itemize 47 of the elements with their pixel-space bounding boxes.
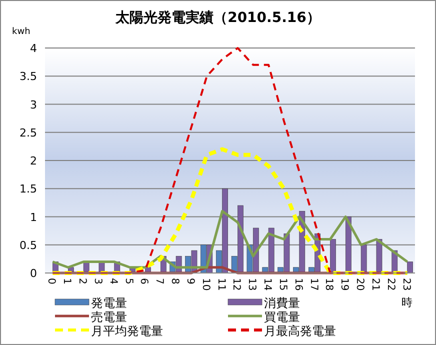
y-tick-label: 1.5 bbox=[20, 182, 37, 196]
x-tick-label: 20 bbox=[354, 278, 366, 291]
bar bbox=[360, 244, 367, 274]
legend-label: 月最高発電量 bbox=[264, 324, 336, 338]
y-tick-label: 0.5 bbox=[20, 238, 37, 252]
line-series bbox=[51, 210, 409, 269]
x-tick-label: 3 bbox=[92, 278, 103, 284]
x-tick-label: 13 bbox=[246, 278, 258, 291]
chart-title: 太陽光発電実績（2010.5.16） bbox=[114, 9, 320, 26]
x-tick-label: 17 bbox=[308, 278, 319, 291]
x-tick-label: 15 bbox=[276, 278, 288, 291]
y-tick-label: 1 bbox=[30, 210, 37, 224]
x-tick-label: 10 bbox=[200, 278, 211, 291]
legend-label: 売電量 bbox=[91, 310, 127, 324]
y-tick-label: 3 bbox=[30, 98, 37, 112]
x-tick-label: 18 bbox=[323, 278, 334, 291]
legend-label: 発電量 bbox=[91, 296, 127, 310]
y-tick-label: 2 bbox=[30, 154, 37, 168]
x-tick-label: 4 bbox=[107, 278, 118, 284]
bar bbox=[330, 239, 336, 274]
x-tick-label: 16 bbox=[292, 278, 304, 291]
x-tick-label: 14 bbox=[262, 278, 273, 291]
x-tick-label: 21 bbox=[369, 278, 380, 291]
x-tick-label: 11 bbox=[215, 278, 226, 291]
y-tick-label: 2.5 bbox=[20, 126, 37, 140]
x-tick-label: 1 bbox=[61, 278, 72, 284]
bar bbox=[376, 239, 382, 274]
x-tick-label: 19 bbox=[338, 278, 350, 291]
legend-label: 月平均発電量 bbox=[91, 324, 163, 338]
bar bbox=[407, 262, 413, 274]
x-tick-label: 7 bbox=[154, 278, 165, 284]
x-axis-title: 時 bbox=[401, 296, 412, 309]
y-tick-label: 4 bbox=[30, 42, 37, 55]
x-tick-label: 5 bbox=[122, 278, 134, 284]
x-tick-label: 12 bbox=[230, 278, 242, 291]
x-tick-label: 22 bbox=[384, 278, 396, 291]
y-axis-title: kwh bbox=[12, 27, 30, 37]
legend-label: 消費量 bbox=[264, 296, 300, 310]
y-tick-label: 3.5 bbox=[20, 70, 37, 84]
x-tick-label: 9 bbox=[184, 278, 196, 284]
x-tick-label: 6 bbox=[138, 278, 150, 284]
x-tick-label: 23 bbox=[400, 278, 412, 291]
line-series bbox=[50, 147, 410, 275]
legend-label: 買電量 bbox=[264, 310, 300, 324]
x-tick-label: 2 bbox=[76, 278, 88, 284]
x-tick-label: 0 bbox=[46, 278, 57, 284]
x-tick-label: 8 bbox=[169, 278, 180, 284]
